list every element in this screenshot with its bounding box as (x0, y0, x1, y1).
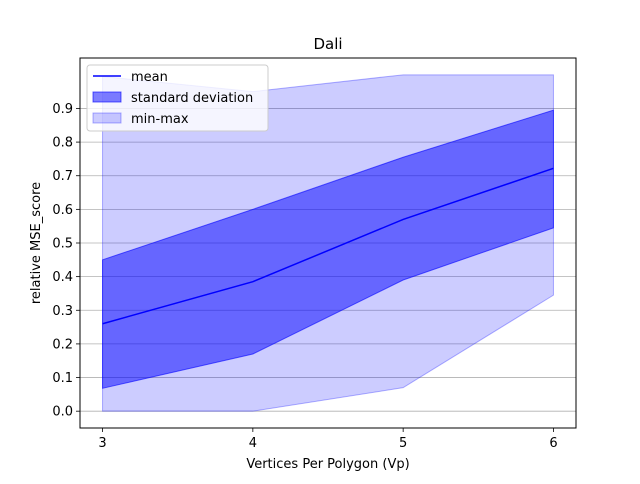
legend-label: min-max (131, 112, 189, 127)
y-tick-label: 0.2 (52, 337, 73, 352)
x-axis-label: Vertices Per Polygon (Vp) (246, 457, 409, 472)
bands (102, 74, 554, 412)
lines (102, 167, 554, 325)
y-tick-label: 0.7 (52, 169, 73, 184)
y-tick-label: 0.3 (52, 304, 73, 319)
chart-title: Dali (313, 35, 342, 53)
std-band (102, 109, 554, 389)
y-axis: 0.0 0.1 0.2 0.3 0.4 0.5 0.6 0.7 0.8 0.9 (52, 102, 80, 420)
y-tick-label: 0.5 (52, 237, 73, 252)
x-tick-label: 4 (249, 436, 257, 451)
x-axis: 3 4 5 6 (98, 428, 558, 451)
x-tick-label: 6 (549, 436, 557, 451)
y-tick-label: 0.0 (52, 405, 73, 420)
y-tick-label: 0.1 (52, 371, 73, 386)
x-tick-label: 5 (399, 436, 407, 451)
legend-box (86, 64, 269, 132)
legend-label: standard deviation (131, 91, 253, 106)
legend: mean standard deviation min-max (86, 64, 269, 132)
x-tick-label: 3 (98, 436, 106, 451)
legend-swatch (92, 91, 122, 103)
y-tick-label: 0.9 (52, 102, 73, 117)
legend-swatch (92, 112, 122, 124)
y-tick-label: 0.8 (52, 136, 73, 151)
mean-line (102, 167, 554, 325)
y-tick-label: 0.6 (52, 203, 73, 218)
y-axis-label: relative MSE_score (29, 182, 44, 304)
y-tick-label: 0.4 (52, 270, 73, 285)
legend-label: mean (131, 70, 168, 85)
